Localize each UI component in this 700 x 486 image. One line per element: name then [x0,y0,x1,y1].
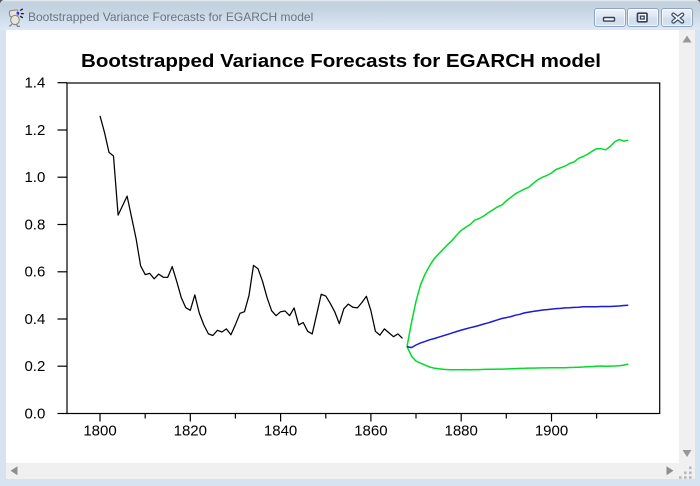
svg-text:0.4: 0.4 [24,311,45,328]
svg-text:0.8: 0.8 [24,216,45,233]
svg-text:1880: 1880 [445,422,478,439]
svg-text:1840: 1840 [264,422,297,439]
svg-text:1.0: 1.0 [24,169,45,186]
svg-text:1820: 1820 [174,422,207,439]
svg-text:1800: 1800 [83,422,116,439]
svg-text:1.4: 1.4 [24,75,45,92]
svg-text:0.0: 0.0 [24,405,45,422]
svg-text:1900: 1900 [535,422,568,439]
svg-text:1860: 1860 [354,422,387,439]
svg-text:Bootstrapped Variance Forecast: Bootstrapped Variance Forecasts for EGAR… [81,51,601,71]
svg-text:0.6: 0.6 [24,264,45,281]
svg-text:0.2: 0.2 [24,358,45,375]
svg-text:1.2: 1.2 [24,122,45,139]
